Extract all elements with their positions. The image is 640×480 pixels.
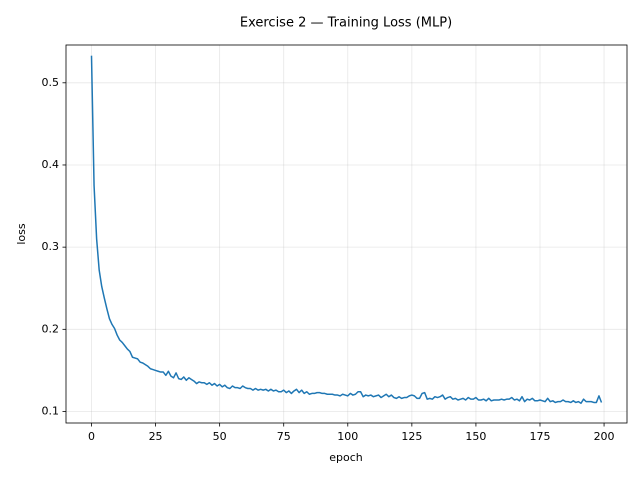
x-axis-label: epoch — [329, 451, 363, 464]
y-tick-label: 0.2 — [42, 322, 60, 335]
y-tick-label: 0.5 — [42, 76, 60, 89]
x-tick-label: 100 — [337, 430, 358, 443]
x-tick-label: 25 — [149, 430, 163, 443]
y-axis-label: loss — [15, 223, 28, 245]
x-tick-label: 175 — [529, 430, 550, 443]
y-tick-label: 0.4 — [42, 158, 60, 171]
x-tick-label: 125 — [401, 430, 422, 443]
plot-frame — [65, 44, 628, 424]
x-tick-label: 50 — [213, 430, 227, 443]
x-tick-label: 75 — [277, 430, 291, 443]
x-tick-label: 200 — [594, 430, 615, 443]
y-tick-label: 0.3 — [42, 240, 60, 253]
x-tick-label: 150 — [465, 430, 486, 443]
chart-title: Exercise 2 — Training Loss (MLP) — [240, 16, 452, 31]
x-tick-label: 0 — [88, 430, 95, 443]
y-tick-label: 0.1 — [42, 404, 60, 417]
loss-line — [90, 55, 603, 405]
